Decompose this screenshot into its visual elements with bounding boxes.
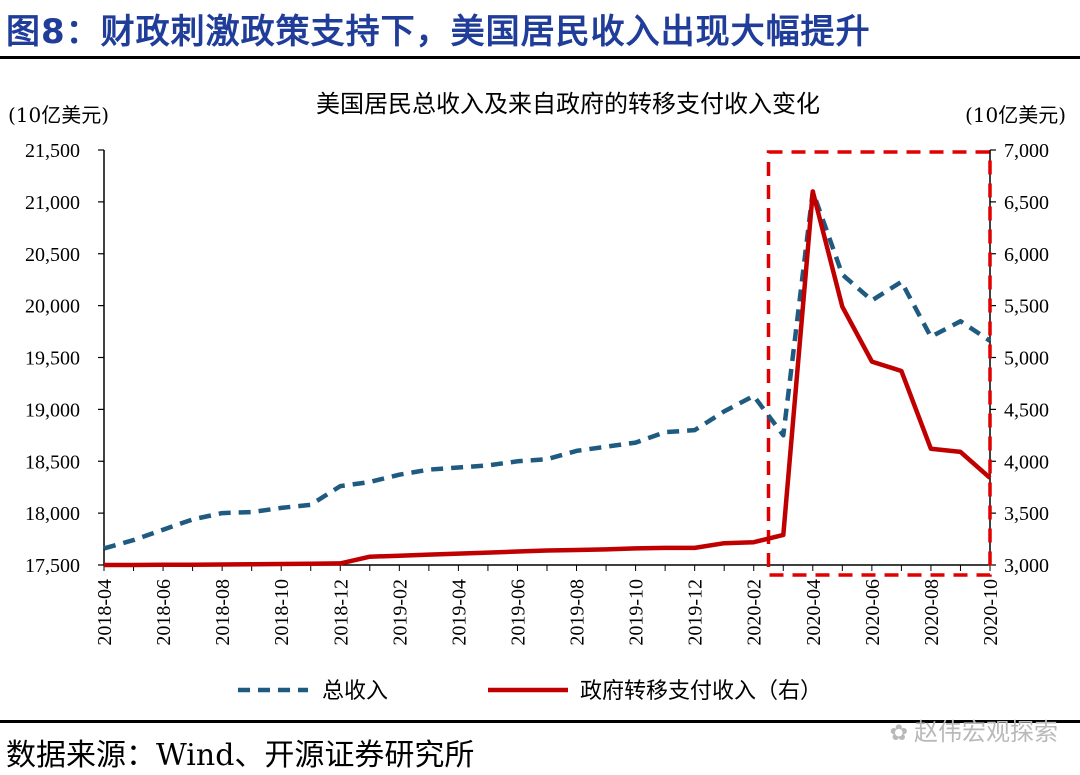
- left-tick-label: 17,500: [25, 555, 80, 577]
- right-tick-label: 3,000: [1004, 555, 1049, 577]
- right-tick-label: 4,500: [1004, 399, 1049, 421]
- x-tick-label: 2020-10: [980, 579, 1002, 646]
- source-note: 数据来源：Wind、开源证券研究所: [6, 738, 475, 773]
- x-tick-label: 2020-08: [921, 579, 943, 646]
- left-tick-label: 19,500: [25, 348, 80, 370]
- income-chart: 美国居民总收入及来自政府的转移支付收入变化 (10亿美元) (10亿美元) 17…: [8, 90, 1066, 704]
- x-tick-label: 2019-10: [626, 579, 648, 646]
- bottom-divider: [0, 720, 1080, 723]
- x-tick-label: 2018-06: [153, 579, 175, 646]
- left-tick-label: 21,500: [25, 140, 80, 162]
- x-tick-label: 2018-08: [212, 579, 234, 646]
- chart-legend: 总收入 政府转移支付收入（右）: [238, 679, 822, 704]
- x-tick-label: 2019-02: [389, 579, 411, 646]
- right-tick-label: 6,000: [1004, 244, 1049, 266]
- x-tick-label: 2020-04: [803, 579, 825, 646]
- left-tick-label: 18,500: [25, 451, 80, 473]
- legend-label-total-income: 总收入: [322, 679, 388, 704]
- x-tick-label: 2018-12: [330, 579, 352, 646]
- x-tick-label: 2018-10: [271, 579, 293, 646]
- x-tick-label: 2019-04: [448, 579, 470, 646]
- x-tick-label: 2020-02: [744, 579, 766, 646]
- right-tick-label: 6,500: [1004, 192, 1049, 214]
- left-axis-unit: (10亿美元): [8, 103, 109, 127]
- x-tick-label: 2019-12: [685, 579, 707, 646]
- watermark-text: 赵伟宏观探索: [914, 718, 1058, 746]
- transfer-income-line: [104, 189, 992, 568]
- right-tick-label: 5,500: [1004, 296, 1049, 318]
- right-tick-label: 5,000: [1004, 348, 1049, 370]
- left-tick-label: 21,000: [25, 192, 80, 214]
- right-tick-label: 3,500: [1004, 503, 1049, 525]
- figure-title: 图8：财政刺激政策支持下，美国居民收入出现大幅提升: [6, 12, 871, 52]
- watermark: ✿ 赵伟宏观探索: [890, 712, 1058, 747]
- x-tick-label: 2019-08: [567, 579, 589, 646]
- left-tick-label: 19,000: [25, 399, 80, 421]
- total-income-line: [103, 189, 992, 551]
- chart-title: 美国居民总收入及来自政府的转移支付收入变化: [316, 90, 820, 118]
- plot-area: 17,500 18,000 18,500 19,000 19,500 20,000 20,5…: [25, 140, 1049, 646]
- x-tick-label: 2018-04: [94, 579, 116, 646]
- right-tick-label: 7,000: [1004, 140, 1049, 162]
- left-tick-label: 20,000: [25, 296, 80, 318]
- left-tick-label: 20,500: [25, 244, 80, 266]
- chat-bubble-icon: ✿: [889, 721, 908, 746]
- top-divider: [0, 56, 1080, 59]
- x-tick-label: 2020-06: [862, 579, 884, 646]
- x-tick-label: 2019-06: [507, 579, 529, 646]
- legend-label-transfer: 政府转移支付收入（右）: [580, 679, 822, 704]
- left-tick-label: 18,000: [25, 503, 80, 525]
- right-axis-unit: (10亿美元): [965, 103, 1066, 127]
- right-tick-label: 4,000: [1004, 451, 1049, 473]
